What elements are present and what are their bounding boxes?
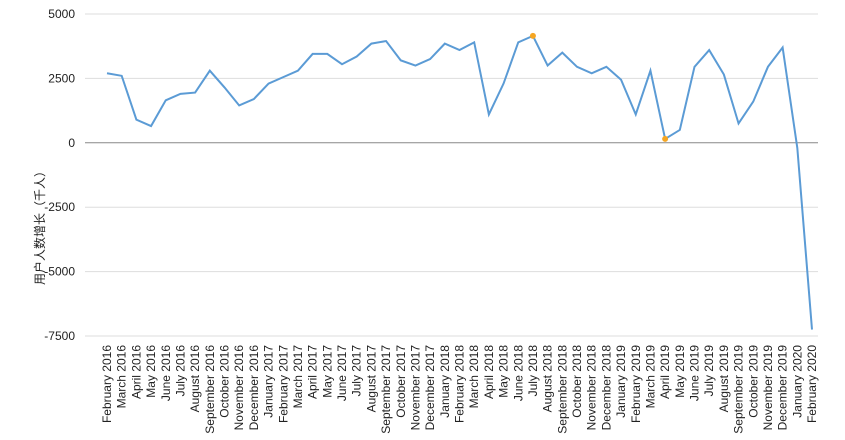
- y-tick-label: 5000: [48, 7, 75, 21]
- x-tick-label: May 2017: [320, 345, 334, 398]
- y-tick-label: -2500: [44, 200, 75, 214]
- x-tick-label: April 2018: [482, 345, 496, 399]
- x-tick-label: March 2018: [467, 345, 481, 409]
- x-tick-label: October 2018: [570, 345, 584, 418]
- x-tick-label: June 2017: [335, 345, 349, 401]
- x-tick-label: May 2018: [497, 345, 511, 398]
- y-tick-label: 0: [68, 136, 75, 150]
- x-tick-label: April 2019: [658, 345, 672, 399]
- x-tick-label: May 2019: [673, 345, 687, 398]
- x-tick-label: October 2017: [394, 345, 408, 418]
- x-tick-label: January 2020: [790, 345, 804, 418]
- x-tick-label: January 2019: [614, 345, 628, 418]
- x-tick-label: July 2017: [350, 345, 364, 397]
- y-tick-label: -5000: [44, 265, 75, 279]
- x-tick-label: January 2017: [262, 345, 276, 418]
- x-tick-label: December 2018: [599, 345, 613, 431]
- x-tick-label: February 2020: [805, 345, 819, 423]
- x-tick-label: April 2016: [129, 345, 143, 399]
- x-tick-label: July 2016: [173, 345, 187, 397]
- x-tick-label: June 2016: [159, 345, 173, 401]
- x-tick-label: September 2018: [555, 345, 569, 434]
- x-tick-label: July 2018: [526, 345, 540, 397]
- x-tick-label: August 2016: [188, 345, 202, 413]
- x-tick-label: April 2017: [306, 345, 320, 399]
- x-tick-label: October 2019: [746, 345, 760, 418]
- data-line: [106, 34, 813, 330]
- y-axis-label: 用户人数增长（千人）: [32, 165, 47, 285]
- x-tick-label: May 2016: [144, 345, 158, 398]
- y-tick-label: -7500: [44, 329, 75, 343]
- x-tick-label: December 2019: [776, 345, 790, 431]
- x-tick-label: November 2019: [761, 345, 775, 431]
- x-tick-label: February 2017: [276, 345, 290, 423]
- x-tick-label: October 2016: [218, 345, 232, 418]
- x-tick-label: June 2019: [688, 345, 702, 401]
- x-tick-label: September 2016: [203, 345, 217, 434]
- x-tick-label: February 2019: [629, 345, 643, 423]
- x-tick-label: July 2019: [702, 345, 716, 397]
- x-tick-label: August 2019: [717, 345, 731, 413]
- x-tick-label: August 2017: [364, 345, 378, 413]
- x-tick-label: December 2016: [247, 345, 261, 431]
- x-tick-label: November 2016: [232, 345, 246, 431]
- x-tick-label: February 2016: [100, 345, 114, 423]
- x-tick-label: August 2018: [541, 345, 555, 413]
- x-tick-label: June 2018: [511, 345, 525, 401]
- x-tick-label: March 2019: [643, 345, 657, 409]
- x-tick-label: December 2017: [423, 345, 437, 431]
- x-tick-label: January 2018: [438, 345, 452, 418]
- x-tick-label: March 2017: [291, 345, 305, 409]
- y-tick-label: 2500: [48, 71, 75, 85]
- highlight-point: [662, 135, 669, 142]
- x-tick-label: March 2016: [115, 345, 129, 409]
- x-tick-label: November 2018: [585, 345, 599, 431]
- x-tick-label: February 2018: [453, 345, 467, 423]
- x-tick-label: September 2019: [732, 345, 746, 434]
- x-tick-label: November 2017: [408, 345, 422, 431]
- x-tick-label: September 2017: [379, 345, 393, 434]
- highlight-point: [529, 32, 536, 39]
